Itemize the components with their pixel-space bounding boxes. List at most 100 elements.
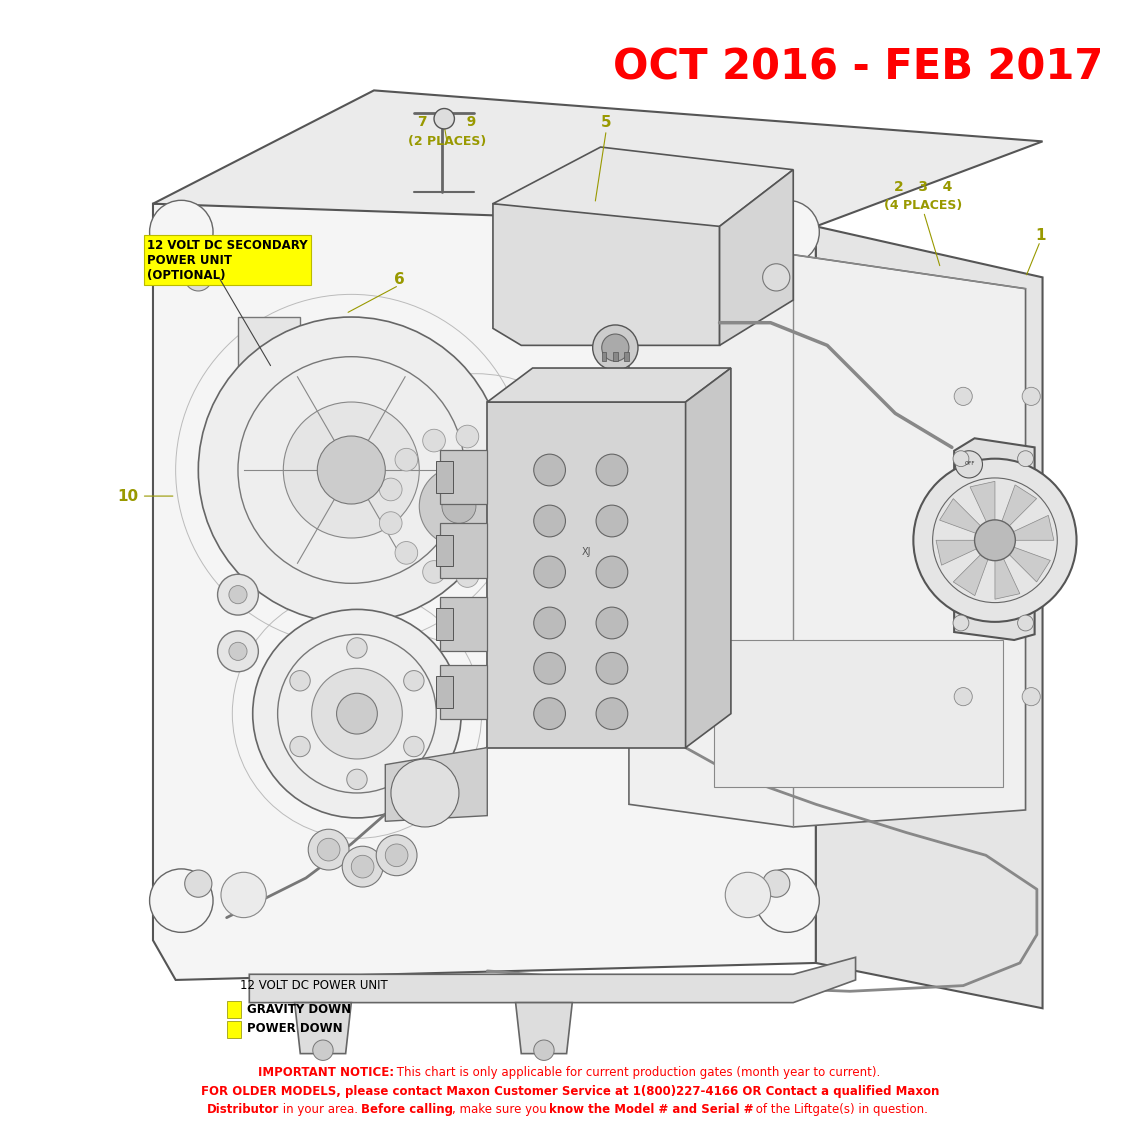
Circle shape [510, 527, 532, 550]
Circle shape [534, 506, 565, 537]
Circle shape [380, 511, 402, 534]
Circle shape [593, 325, 638, 371]
Polygon shape [936, 540, 978, 565]
FancyBboxPatch shape [238, 317, 300, 430]
FancyBboxPatch shape [625, 352, 629, 362]
Text: POWER DOWN: POWER DOWN [247, 1023, 343, 1035]
Circle shape [602, 334, 629, 362]
Polygon shape [153, 90, 1042, 227]
Circle shape [395, 448, 418, 471]
Text: 10: 10 [118, 488, 138, 503]
Polygon shape [939, 499, 983, 534]
Circle shape [596, 454, 628, 486]
Circle shape [380, 478, 402, 501]
Circle shape [391, 758, 459, 827]
Circle shape [150, 200, 213, 264]
Circle shape [534, 1040, 554, 1060]
Circle shape [422, 561, 445, 583]
Circle shape [342, 847, 383, 887]
Circle shape [913, 459, 1077, 622]
Polygon shape [1008, 547, 1050, 582]
Text: know the Model # and Serial #: know the Model # and Serial # [549, 1103, 754, 1115]
Circle shape [289, 737, 310, 756]
Circle shape [229, 642, 247, 660]
Circle shape [404, 737, 424, 756]
FancyBboxPatch shape [244, 442, 300, 538]
Circle shape [404, 670, 424, 691]
Text: Before calling: Before calling [360, 1103, 453, 1115]
Circle shape [955, 451, 983, 478]
Circle shape [756, 200, 819, 264]
Text: XJ: XJ [581, 547, 591, 557]
Text: 2   3   4: 2 3 4 [895, 180, 953, 193]
Circle shape [284, 402, 420, 538]
Polygon shape [386, 748, 487, 821]
Circle shape [376, 835, 418, 875]
Circle shape [725, 872, 771, 917]
Text: This chart is only applicable for current production gates (month year to curren: This chart is only applicable for curren… [392, 1066, 880, 1080]
Circle shape [954, 388, 972, 405]
Circle shape [518, 495, 540, 517]
Circle shape [534, 607, 565, 638]
Circle shape [289, 670, 310, 691]
FancyBboxPatch shape [227, 1020, 241, 1038]
Polygon shape [153, 204, 816, 980]
Circle shape [596, 506, 628, 537]
Circle shape [534, 698, 565, 730]
Circle shape [596, 607, 628, 638]
Circle shape [434, 109, 454, 129]
Circle shape [763, 264, 789, 291]
Circle shape [253, 610, 461, 818]
Circle shape [311, 668, 403, 758]
Circle shape [347, 637, 367, 658]
Circle shape [596, 556, 628, 588]
Circle shape [487, 437, 510, 460]
Polygon shape [439, 450, 487, 505]
Polygon shape [954, 438, 1034, 639]
Circle shape [217, 631, 259, 672]
Circle shape [308, 829, 349, 871]
Circle shape [184, 871, 212, 897]
Circle shape [534, 652, 565, 684]
FancyBboxPatch shape [436, 461, 453, 493]
Text: 5: 5 [601, 114, 612, 129]
Text: , make sure you: , make sure you [452, 1103, 550, 1115]
Circle shape [422, 429, 445, 452]
Circle shape [534, 556, 565, 588]
Polygon shape [487, 368, 731, 402]
Circle shape [317, 839, 340, 861]
Circle shape [386, 844, 408, 867]
Circle shape [487, 553, 510, 575]
Text: 11: 11 [995, 534, 1017, 549]
Circle shape [954, 688, 972, 706]
Polygon shape [816, 227, 1042, 1008]
Circle shape [1018, 615, 1033, 631]
Text: 12 VOLT DC SECONDARY
POWER UNIT
(OPTIONAL): 12 VOLT DC SECONDARY POWER UNIT (OPTIONA… [148, 239, 308, 281]
Circle shape [756, 869, 819, 932]
FancyBboxPatch shape [714, 639, 1003, 787]
Circle shape [317, 436, 386, 505]
Polygon shape [1001, 485, 1036, 527]
Circle shape [150, 869, 213, 932]
Polygon shape [1011, 515, 1054, 540]
Circle shape [456, 426, 478, 447]
Polygon shape [295, 1002, 351, 1054]
FancyBboxPatch shape [227, 1001, 241, 1018]
Polygon shape [439, 523, 487, 578]
Circle shape [763, 871, 789, 897]
Circle shape [1022, 688, 1040, 706]
Text: (4 PLACES): (4 PLACES) [884, 199, 963, 213]
Circle shape [456, 565, 478, 587]
Circle shape [347, 769, 367, 789]
Text: 1: 1 [1035, 228, 1046, 243]
Circle shape [336, 693, 378, 734]
Text: 7   8   9: 7 8 9 [419, 116, 477, 129]
Polygon shape [516, 1002, 572, 1054]
Circle shape [596, 698, 628, 730]
Circle shape [1018, 451, 1033, 467]
Circle shape [312, 1040, 333, 1060]
Circle shape [1022, 388, 1040, 405]
Circle shape [510, 462, 532, 485]
Text: FOR OLDER MODELS, please contact Maxon Customer Service at 1(800)227-4166 OR Con: FOR OLDER MODELS, please contact Maxon C… [201, 1085, 939, 1097]
Polygon shape [970, 482, 995, 524]
